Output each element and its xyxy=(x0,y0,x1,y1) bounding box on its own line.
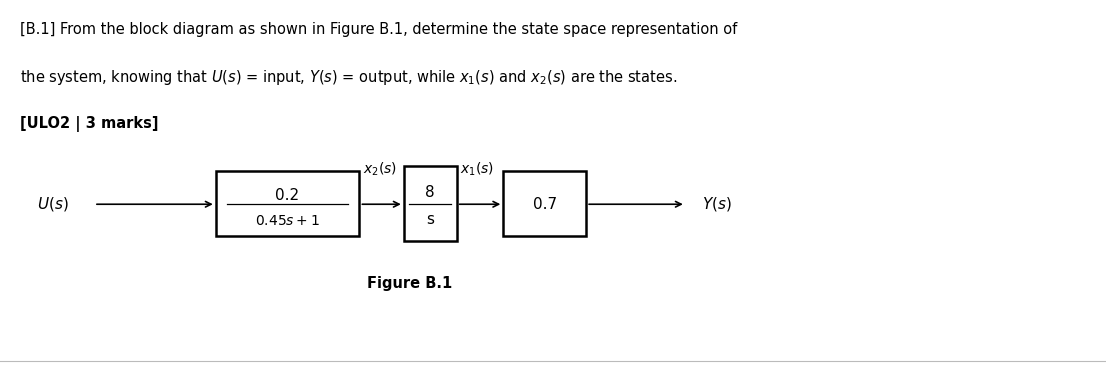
Text: $x_1(s)$: $x_1(s)$ xyxy=(460,161,494,178)
Text: 0.2: 0.2 xyxy=(275,188,300,202)
Text: [B.1] From the block diagram as shown in Figure B.1, determine the state space r: [B.1] From the block diagram as shown in… xyxy=(20,22,738,37)
Text: Figure B.1: Figure B.1 xyxy=(366,276,452,291)
Text: s: s xyxy=(426,212,435,227)
Text: $\mathit{U}(s)$: $\mathit{U}(s)$ xyxy=(36,195,69,213)
Text: 0.7: 0.7 xyxy=(533,197,556,212)
Text: [ULO2 | 3 marks]: [ULO2 | 3 marks] xyxy=(20,116,158,132)
Bar xyxy=(404,166,457,241)
Bar xyxy=(503,171,586,236)
Text: $\mathit{Y}(s)$: $\mathit{Y}(s)$ xyxy=(702,195,732,213)
Text: $0.45s + 1$: $0.45s + 1$ xyxy=(255,214,320,228)
Text: the system, knowing that $\mathit{U}(s)$ = input, $\mathit{Y}(s)$ = output, whil: the system, knowing that $\mathit{U}(s)$… xyxy=(20,68,677,87)
Bar xyxy=(216,171,359,236)
Text: 8: 8 xyxy=(426,185,435,199)
Text: $x_2(s)$: $x_2(s)$ xyxy=(363,161,397,178)
